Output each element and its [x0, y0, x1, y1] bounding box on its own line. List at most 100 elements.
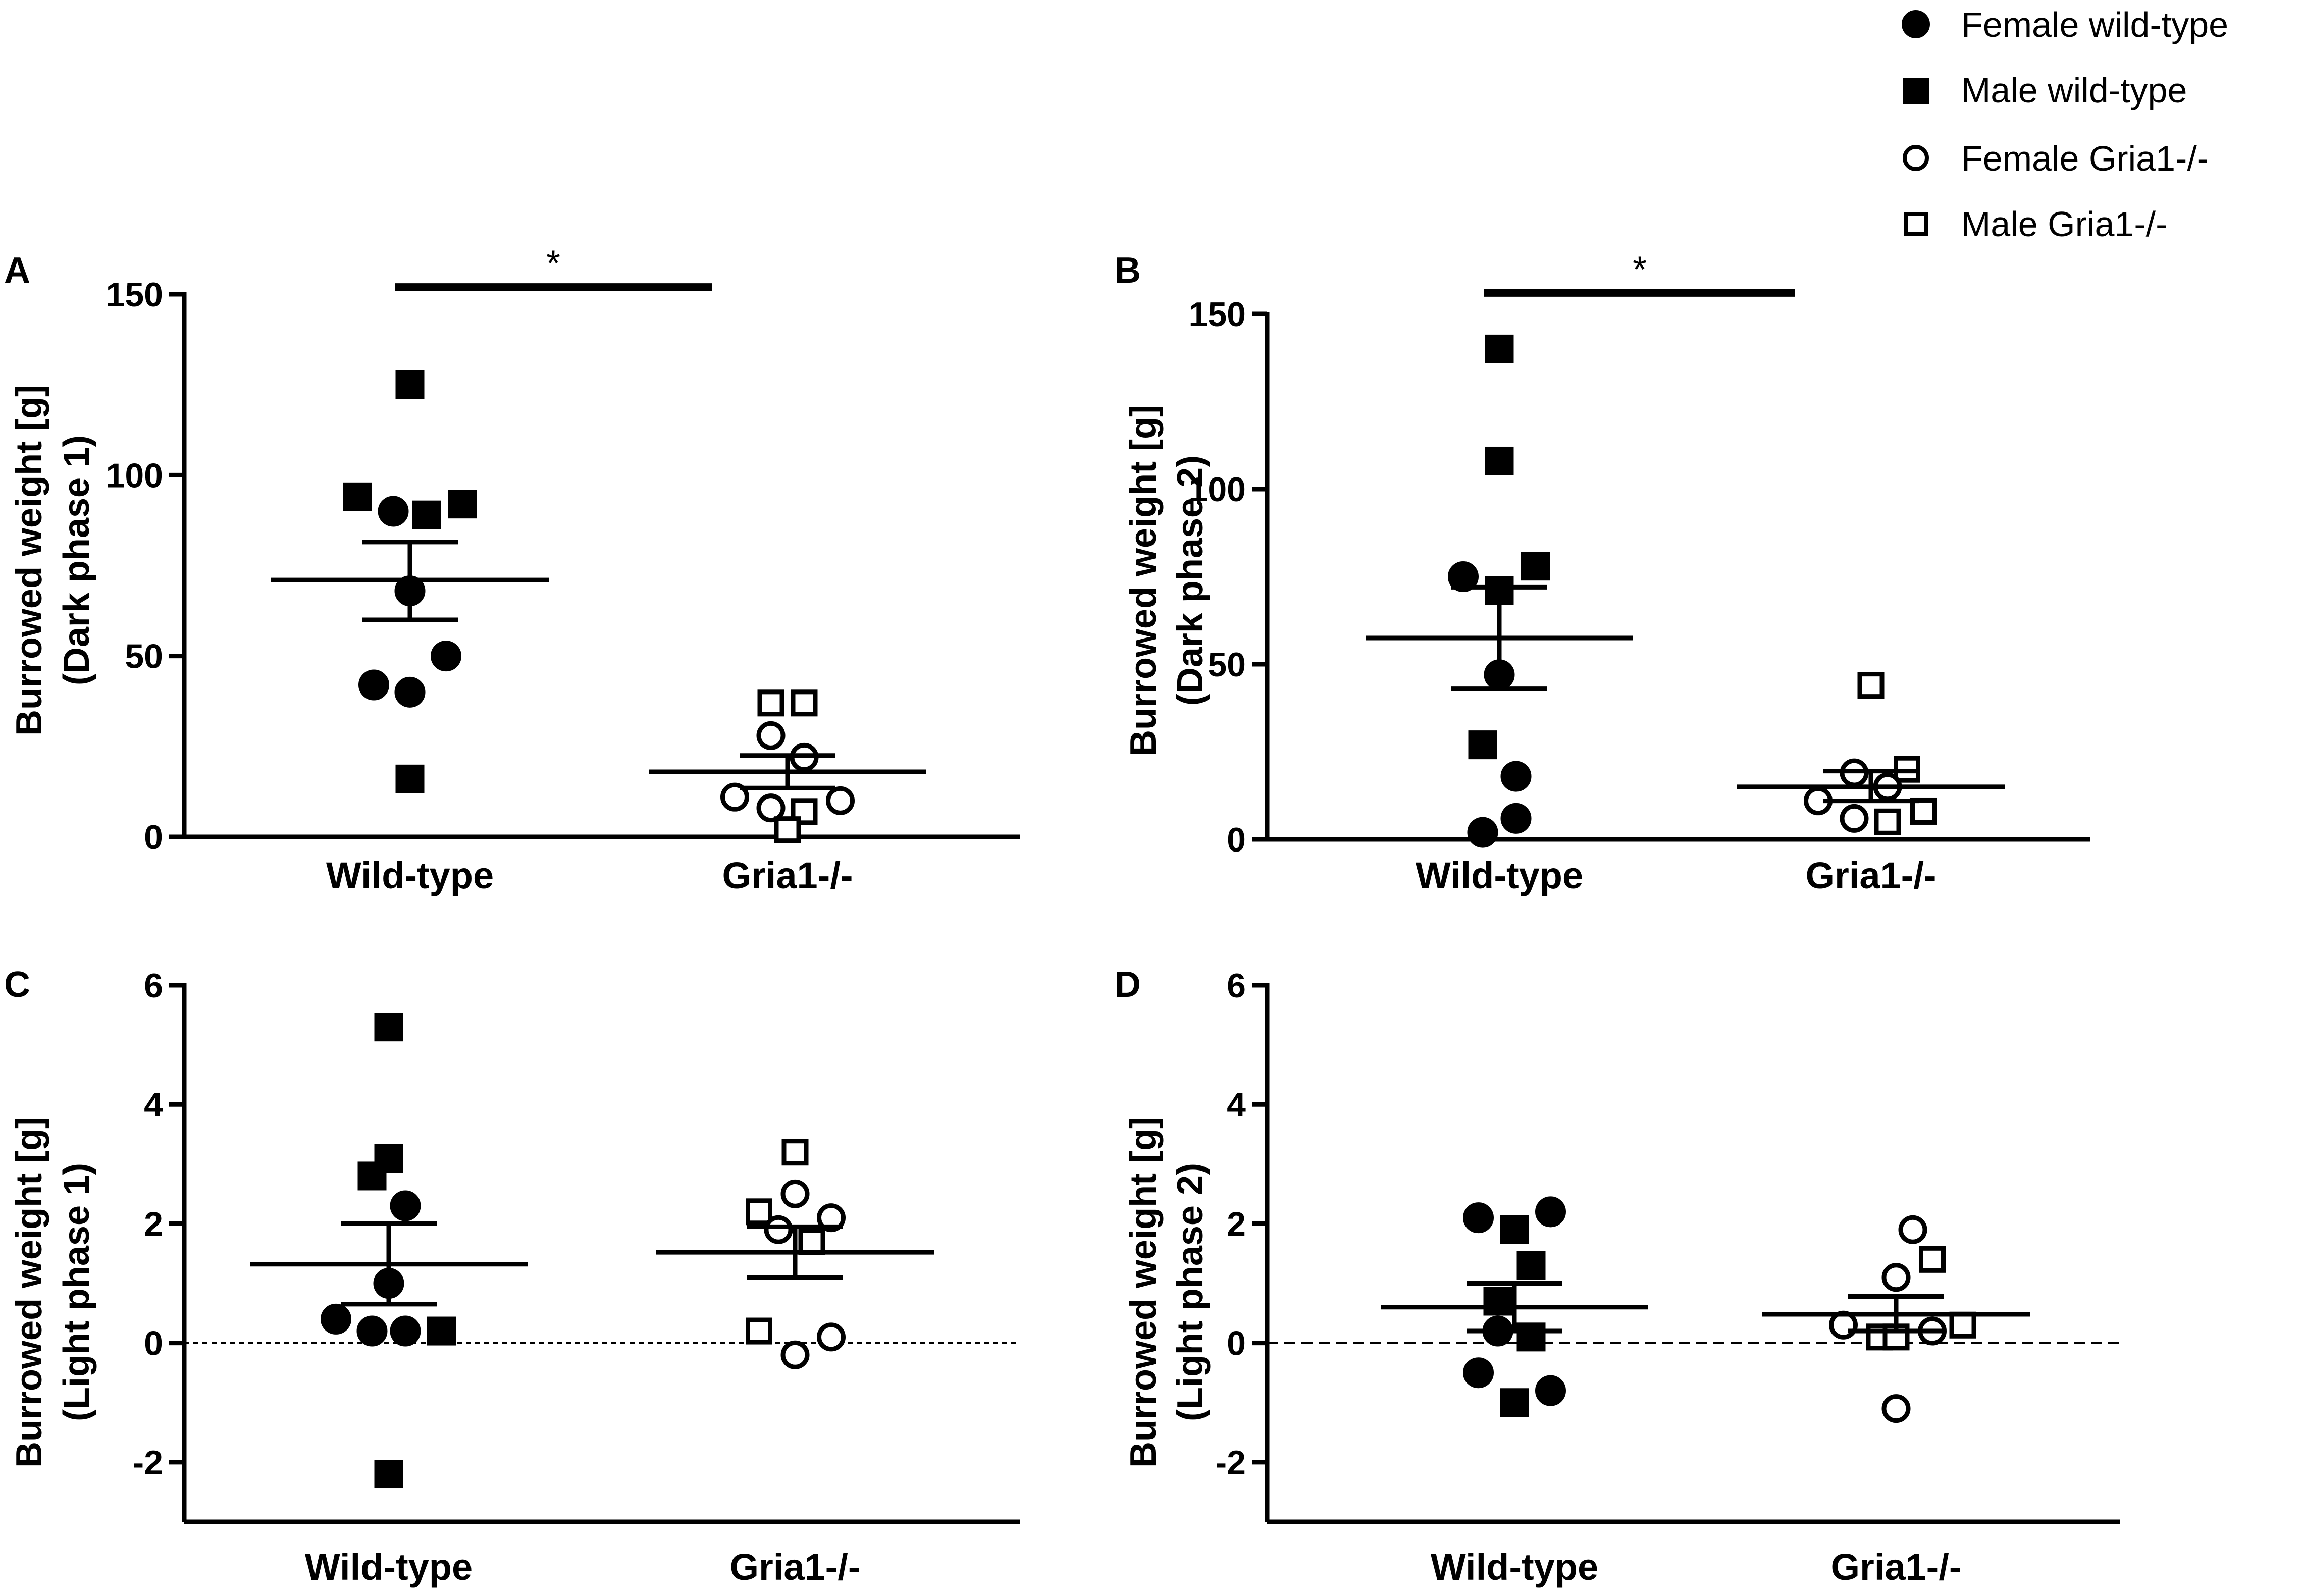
category-label-d-0: Wild-type: [1431, 1546, 1598, 1588]
data-point-b-0-9: [1467, 817, 1498, 848]
y-axis-subtitle-c: (Light phase 1): [57, 1163, 97, 1421]
panel-letter-d: D: [1115, 965, 1141, 1005]
data-point-d-0-8: [1535, 1375, 1566, 1406]
y-axis-title-d: Burrowed weight [g]: [1123, 1116, 1164, 1468]
data-point-d-0-3: [1516, 1251, 1546, 1280]
data-point-d-0-9: [1500, 1388, 1529, 1417]
data-point-b-0-7: [1500, 761, 1532, 792]
data-point-a-1-4: [720, 782, 749, 812]
data-point-c-1-7: [817, 1322, 846, 1352]
data-point-b-1-0: [1857, 672, 1885, 699]
y-axis-title-b: Burrowed weight [g]: [1123, 405, 1164, 756]
legend-item-female-gria1: Female Gria1-/-: [1903, 139, 2209, 178]
data-point-a-1-0: [757, 689, 784, 717]
legend-marker-female-gria1: [1903, 145, 1929, 171]
data-point-a-0-6: [358, 669, 389, 701]
data-point-a-0-1: [343, 482, 372, 511]
y-tick-label-b-2: 100: [1189, 470, 1246, 509]
data-point-a-1-7: [826, 786, 855, 815]
data-point-d-1-2: [1881, 1263, 1911, 1292]
data-point-a-0-2: [378, 496, 409, 527]
data-point-b-0-2: [1521, 552, 1550, 581]
data-point-a-1-1: [791, 689, 818, 717]
data-point-d-0-4: [1483, 1287, 1512, 1316]
y-tick-label-a-1: 50: [125, 637, 163, 676]
panel-d: D -2 0 2 4 6 Burrowed weight [g] (Light phase 2…: [1115, 965, 2120, 1588]
category-label-c-1: Gria1-/-: [729, 1546, 860, 1588]
y-tick-label-b-0: 0: [1227, 821, 1246, 859]
data-point-c-0-6: [356, 1315, 388, 1347]
data-point-c-0-5: [321, 1303, 351, 1335]
data-point-c-1-1: [780, 1179, 810, 1208]
data-point-c-0-3: [390, 1190, 421, 1221]
data-point-a-1-8: [774, 816, 801, 843]
y-tick-label-c-4: 6: [144, 967, 163, 1005]
legend-item-male-wild-type: Male wild-type: [1903, 71, 2187, 110]
data-point-b-0-6: [1468, 730, 1497, 760]
data-point-a-0-3: [412, 500, 441, 529]
panel-letter-c: C: [4, 965, 30, 1005]
y-tick-label-c-3: 4: [144, 1086, 163, 1124]
data-point-b-1-5: [1910, 797, 1937, 825]
y-tick-label-b-1: 50: [1208, 646, 1246, 684]
y-tick-label-d-3: 4: [1227, 1086, 1246, 1124]
category-label-a-0: Wild-type: [326, 855, 494, 896]
y-tick-label-c-2: 2: [144, 1205, 163, 1243]
category-label-d-1: Gria1-/-: [1830, 1546, 1961, 1588]
legend-marker-female-wild-type: [1902, 10, 1930, 38]
data-point-c-1-2: [746, 1198, 772, 1226]
data-point-c-0-2: [357, 1161, 387, 1191]
y-tick-label-a-0: 0: [144, 818, 163, 857]
y-tick-label-a-3: 150: [106, 276, 163, 314]
data-point-a-0-8: [431, 641, 461, 672]
y-tick-label-d-4: 6: [1227, 967, 1246, 1005]
category-label-b-1: Gria1-/-: [1805, 855, 1936, 896]
data-point-a-0-7: [394, 676, 426, 708]
data-point-b-1-7: [1874, 808, 1901, 835]
panel-a: A 0 50 100 150 Burrowed weight [g] (Dark phase…: [4, 244, 1020, 896]
data-point-a-0-0: [395, 370, 425, 399]
y-tick-label-c-0: -2: [133, 1444, 163, 1482]
category-label-b-0: Wild-type: [1416, 855, 1583, 896]
y-tick-label-d-0: -2: [1216, 1444, 1246, 1482]
data-point-d-0-7: [1463, 1357, 1494, 1389]
data-point-d-0-1: [1535, 1196, 1566, 1228]
legend-item-female-wild-type: Female wild-type: [1902, 5, 2228, 44]
y-axis-title-c: Burrowed weight [g]: [9, 1116, 49, 1468]
panel-letter-b: B: [1115, 250, 1141, 291]
data-point-c-1-0: [781, 1139, 809, 1166]
y-axis-subtitle-d: (Light phase 2): [1170, 1163, 1211, 1421]
data-point-c-0-7: [390, 1315, 421, 1347]
panel-letter-a: A: [4, 250, 30, 291]
legend-item-male-gria1: Male Gria1-/-: [1904, 204, 2167, 244]
legend-label-male-gria1: Male Gria1-/-: [1961, 204, 2167, 244]
data-point-b-0-8: [1500, 803, 1532, 834]
panel-b: B 0 50 100 150 Burrowed weight [g] (Dark phase…: [1115, 249, 2090, 896]
panel-c: C -2 0 2 4 6 Burrowed weight [g] (Light phase 1…: [4, 965, 1020, 1588]
data-point-c-1-3: [817, 1203, 846, 1233]
data-point-b-1-6: [1840, 804, 1869, 833]
data-point-c-1-8: [780, 1340, 810, 1369]
y-tick-label-b-3: 150: [1189, 295, 1246, 334]
data-point-a-0-4: [448, 490, 477, 519]
legend: Female wild-type Male wild-type Female G…: [1902, 5, 2228, 244]
data-point-c-0-8: [427, 1316, 456, 1346]
data-point-c-1-6: [746, 1317, 772, 1345]
data-point-c-1-5: [798, 1228, 825, 1255]
data-point-a-1-5: [756, 793, 786, 823]
category-label-a-1: Gria1-/-: [722, 855, 853, 896]
legend-label-female-wild-type: Female wild-type: [1961, 5, 2228, 44]
data-point-b-0-3: [1448, 561, 1479, 592]
data-point-d-1-0: [1898, 1215, 1927, 1244]
category-label-c-0: Wild-type: [305, 1546, 473, 1588]
y-tick-label-d-1: 0: [1227, 1324, 1246, 1363]
data-point-c-0-9: [374, 1460, 403, 1489]
data-point-b-0-0: [1485, 334, 1514, 363]
data-point-d-0-2: [1500, 1215, 1529, 1244]
data-point-d-0-6: [1516, 1322, 1546, 1352]
y-tick-label-a-2: 100: [106, 456, 163, 495]
y-axis-subtitle-b: (Dark phase 2): [1170, 455, 1211, 706]
legend-label-male-wild-type: Male wild-type: [1961, 71, 2187, 110]
significance-label-a: *: [546, 244, 560, 284]
